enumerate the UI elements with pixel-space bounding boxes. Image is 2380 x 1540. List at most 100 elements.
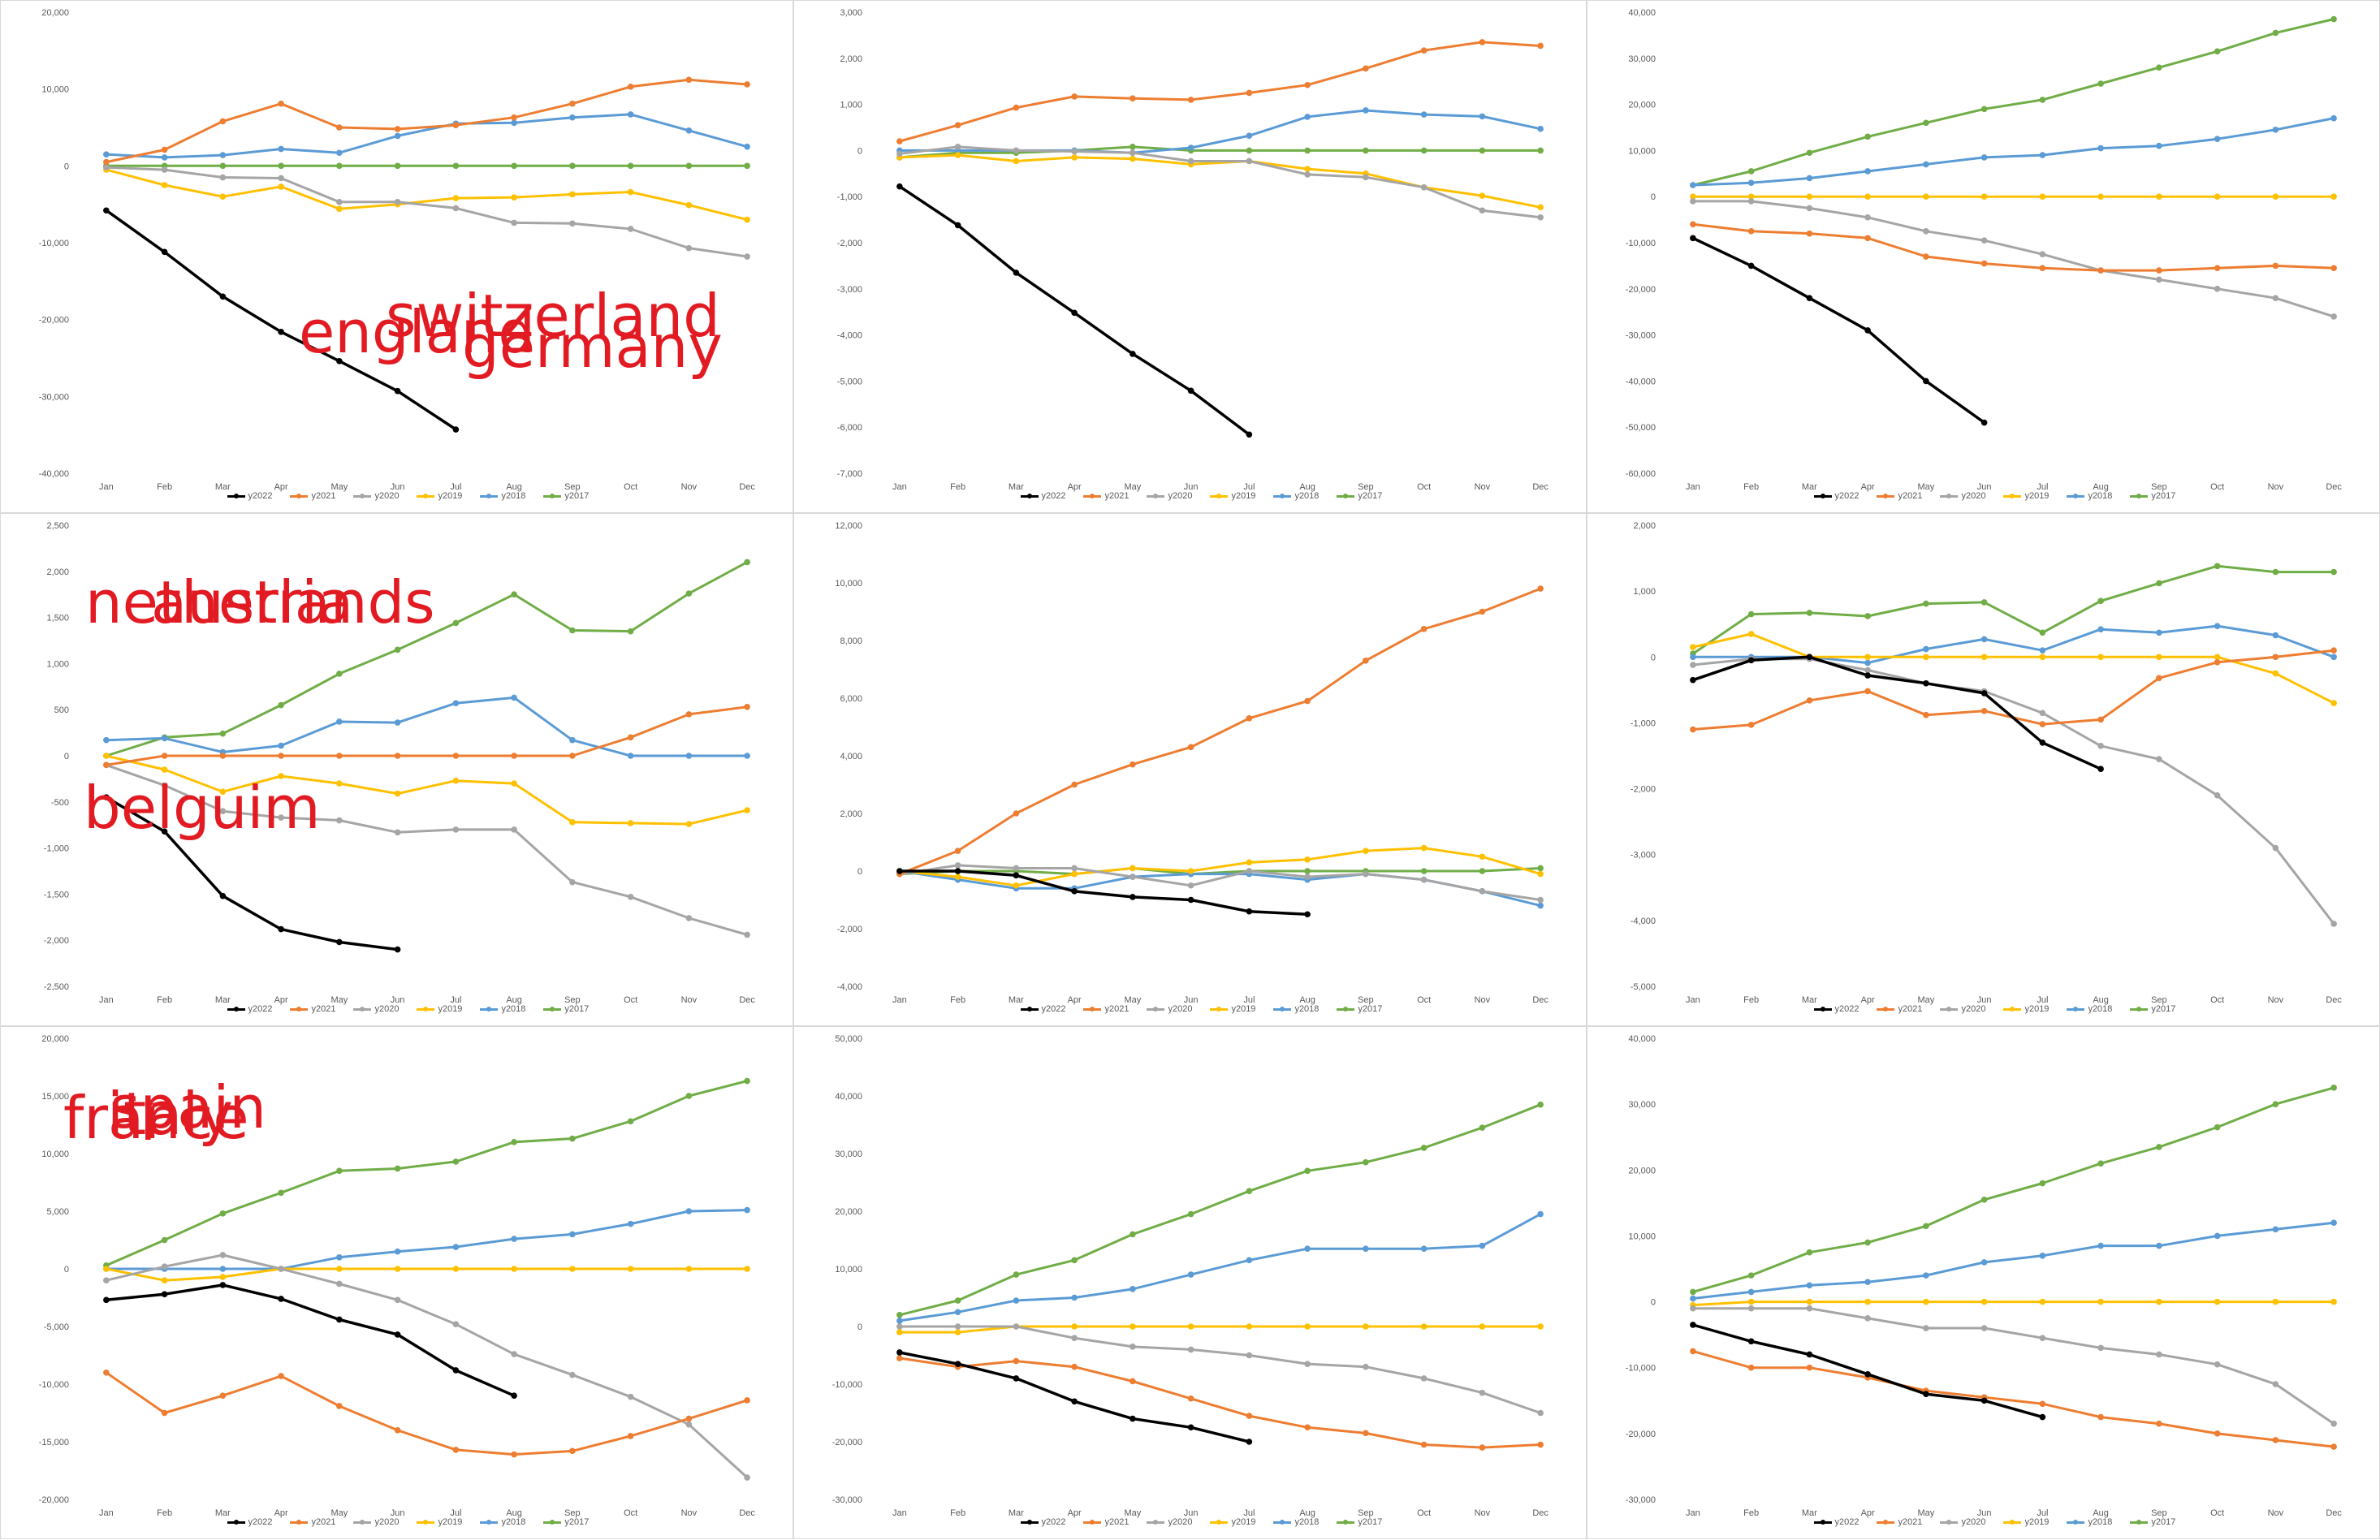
legend-entry-y2020: y2020 xyxy=(1147,1004,1192,1014)
y-tick-label: -40,000 xyxy=(1626,377,1656,386)
data-point-y2019 xyxy=(103,1266,110,1272)
legend-entry-y2022: y2022 xyxy=(227,491,272,501)
x-tick-label: Jul xyxy=(1243,482,1255,492)
x-tick-label: May xyxy=(1124,1508,1141,1518)
data-point-y2021 xyxy=(1806,1364,1813,1371)
legend-swatch xyxy=(1020,1519,1039,1525)
data-point-y2019 xyxy=(1420,1323,1428,1330)
country-label: england xyxy=(299,298,536,366)
data-point-y2017 xyxy=(627,162,634,170)
data-point-y2021 xyxy=(954,122,961,128)
data-point-y2019 xyxy=(744,807,750,813)
x-tick-label: Oct xyxy=(624,482,637,492)
x-tick-label: Nov xyxy=(1475,482,1491,492)
x-tick-label: Jul xyxy=(450,482,461,492)
x-tick-label: Aug xyxy=(2093,482,2109,492)
data-point-y2020 xyxy=(161,782,168,789)
x-tick-label: Apr xyxy=(1861,1508,1875,1518)
data-point-y2018 xyxy=(511,119,517,127)
data-point-y2019 xyxy=(219,788,227,796)
x-tick-label: Mar xyxy=(1009,995,1024,1005)
data-point-y2022 xyxy=(954,222,961,229)
chart-svg-england: -60,000 -50,000 -40,000 -30,000 -20,000 -10,0… xyxy=(1626,8,2343,492)
data-point-y2021 xyxy=(896,1355,903,1361)
y-tick-label: 30,000 xyxy=(1628,54,1656,64)
data-point-y2021 xyxy=(1246,715,1253,722)
data-point-y2017 xyxy=(1304,147,1311,154)
data-point-y2019 xyxy=(954,874,961,880)
x-tick-label: Sep xyxy=(564,1508,581,1518)
data-point-y2017 xyxy=(2039,97,2046,103)
series-line-y2017 xyxy=(106,1080,748,1267)
data-point-y2019 xyxy=(2039,654,2046,661)
data-point-y2021 xyxy=(1013,810,1020,817)
data-point-y2017 xyxy=(1923,1223,1929,1230)
legend-label: y2018 xyxy=(501,1517,526,1527)
data-point-y2018 xyxy=(394,132,401,140)
x-tick-label: Aug xyxy=(2093,1508,2109,1518)
data-point-y2021 xyxy=(1187,744,1194,751)
series-line-y2017 xyxy=(899,867,1541,876)
x-tick-label: Nov xyxy=(681,1508,698,1518)
legend-swatch xyxy=(1273,1519,1292,1525)
data-point-y2017 xyxy=(1747,168,1755,175)
data-point-y2021 xyxy=(452,1447,460,1453)
y-tick-label: -4,000 xyxy=(837,331,862,341)
data-point-y2018 xyxy=(1130,1286,1136,1292)
data-point-y2021 xyxy=(511,114,517,121)
data-point-y2021 xyxy=(1363,65,1369,72)
data-point-y2018 xyxy=(1980,154,1988,161)
data-point-y2018 xyxy=(569,114,576,121)
data-point-y2020 xyxy=(1690,662,1696,668)
data-point-y2017 xyxy=(1747,1272,1755,1279)
data-point-y2022 xyxy=(1187,1424,1194,1431)
data-point-y2022 xyxy=(1013,872,1020,879)
data-point-y2022 xyxy=(1690,235,1696,242)
data-point-y2020 xyxy=(2330,1420,2337,1427)
y-tick-label: -2,000 xyxy=(1631,785,1656,795)
data-point-y2020 xyxy=(103,164,110,171)
data-point-y2021 xyxy=(219,753,227,759)
data-point-y2019 xyxy=(2156,1298,2162,1305)
data-point-y2021 xyxy=(1690,1348,1696,1355)
data-point-y2019 xyxy=(2272,193,2279,200)
data-point-y2022 xyxy=(219,293,227,300)
series-line-y2020 xyxy=(106,166,748,258)
legend-entry-y2020: y2020 xyxy=(353,491,399,501)
legend-swatch xyxy=(543,1519,562,1525)
data-point-y2019 xyxy=(452,195,460,201)
data-point-y2020 xyxy=(336,199,343,205)
legend-swatch xyxy=(417,493,435,498)
x-tick-label: Jun xyxy=(1184,482,1199,492)
data-point-y2018 xyxy=(2039,1252,2046,1259)
chart-svg-italy: -30,000 -20,000 -10,000 0 10,000 20,000 30,000… xyxy=(832,1034,1549,1518)
series-line-y2017 xyxy=(899,1103,1541,1317)
data-point-y2020 xyxy=(627,894,634,900)
y-tick-label: -10,000 xyxy=(39,1380,69,1390)
x-tick-label: Aug xyxy=(2093,995,2109,1005)
x-tick-label: Dec xyxy=(2326,482,2342,492)
data-point-y2019 xyxy=(569,1266,576,1272)
data-point-y2019 xyxy=(511,780,517,787)
data-point-y2017 xyxy=(394,162,401,170)
x-tick-label: Mar xyxy=(1802,482,1817,492)
legend-swatch xyxy=(1337,1519,1355,1525)
x-tick-label: Nov xyxy=(2268,482,2284,492)
legend-label: y2018 xyxy=(2088,1517,2113,1527)
x-tick-label: Jan xyxy=(892,1508,907,1518)
data-point-y2022 xyxy=(1130,351,1136,357)
data-point-y2018 xyxy=(954,1309,961,1316)
x-tick-label: Nov xyxy=(1475,1508,1491,1518)
legend-entry-y2017: y2017 xyxy=(1337,1517,1382,1527)
data-point-y2020 xyxy=(394,1296,401,1304)
x-tick-label: Nov xyxy=(1475,995,1491,1005)
data-point-y2019 xyxy=(1130,865,1136,872)
data-point-y2021 xyxy=(2330,647,2337,654)
legend-label: y2017 xyxy=(2151,1004,2176,1014)
data-point-y2018 xyxy=(685,1208,693,1214)
y-tick-label: 0 xyxy=(857,1322,862,1332)
data-point-y2017 xyxy=(1537,1101,1544,1108)
data-point-y2018 xyxy=(1479,113,1486,120)
x-tick-label: Feb xyxy=(950,1508,965,1518)
x-tick-label: Jul xyxy=(1243,995,1255,1005)
